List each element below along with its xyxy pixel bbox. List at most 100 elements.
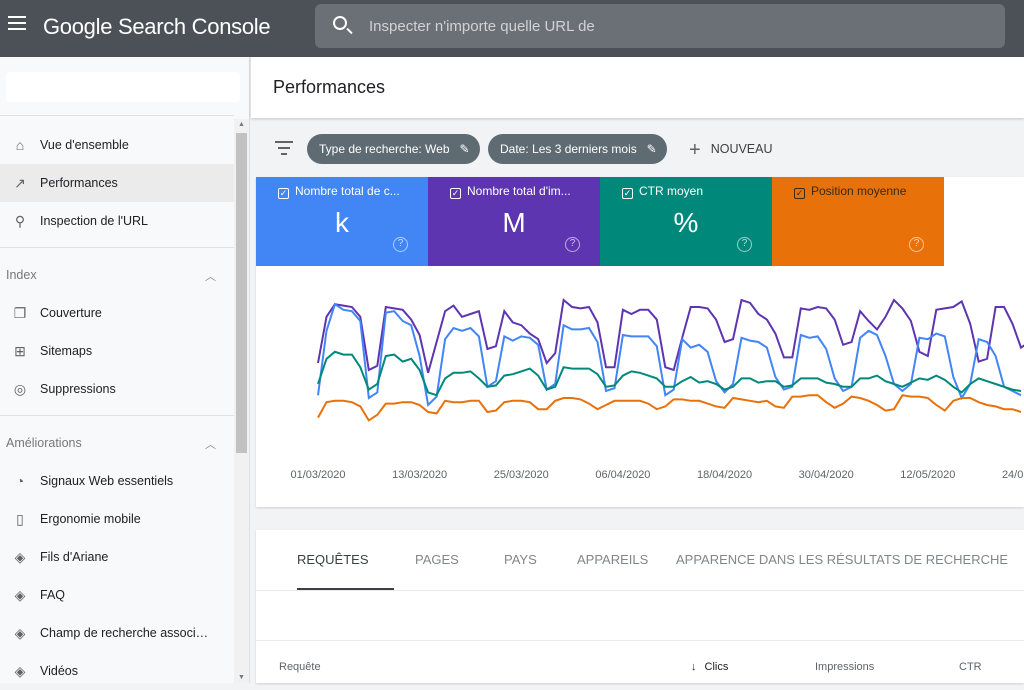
chevron-up-icon[interactable]: ︿: [205, 271, 216, 283]
metric-value: M: [502, 207, 526, 238]
search-input[interactable]: [369, 4, 969, 48]
phone-icon: ▯: [16, 510, 24, 527]
column-header-query[interactable]: Requête: [279, 661, 321, 673]
sidebar-item-sitemaps[interactable]: ⊞ Sitemaps: [0, 332, 234, 370]
help-icon[interactable]: ?: [565, 237, 580, 252]
chip-label: Date: Les 3 derniers mois: [500, 142, 637, 156]
metric-label-text: Nombre total d'im...: [467, 184, 571, 198]
divider: [0, 415, 234, 416]
section-title: Index: [6, 268, 37, 282]
sidebar-scrollbar[interactable]: ▲ ▼: [234, 119, 249, 683]
metric-card[interactable]: ✓ Nombre total de c... k?: [256, 177, 428, 266]
metric-label: ✓ Nombre total d'im...: [450, 184, 571, 199]
tab-2[interactable]: PAYS: [504, 552, 537, 567]
plus-icon: +: [689, 139, 701, 161]
sidebar-item-mobile-usability[interactable]: ▯ Ergonomie mobile: [0, 500, 234, 538]
layers-icon: ◈: [14, 548, 26, 565]
tab-1[interactable]: PAGES: [415, 552, 459, 567]
sitemap-icon: ⊞: [14, 342, 26, 359]
metric-value: k: [335, 207, 349, 238]
help-icon[interactable]: ?: [737, 237, 752, 252]
column-header-impressions[interactable]: Impressions: [815, 661, 875, 673]
x-tick-label: 01/03/2020: [290, 469, 346, 481]
help-icon[interactable]: ?: [909, 237, 924, 252]
divider: [0, 247, 234, 248]
metric-label: ✓ Position moyenne: [794, 184, 906, 199]
x-tick-label: 12/05/2020: [900, 469, 956, 481]
edit-icon: ✎: [646, 142, 657, 156]
sidebar-item-label: Fils d'Ariane: [40, 550, 109, 564]
sidebar-item-videos[interactable]: ◈ Vidéos: [0, 652, 234, 690]
checkbox-icon[interactable]: ✓: [622, 188, 633, 199]
metric-card[interactable]: ✓ Position moyenne?: [772, 177, 944, 266]
sidebar-item-label: Sitemaps: [40, 344, 93, 358]
sidebar-item-faq[interactable]: ◈ FAQ: [0, 576, 234, 614]
metric-card[interactable]: ✓ Nombre total d'im... M?: [428, 177, 600, 266]
metric-label: ✓ Nombre total de c...: [278, 184, 400, 199]
column-header-clicks[interactable]: ↓ Clics: [691, 661, 728, 673]
sidebar-item-label: Inspection de l'URL: [40, 214, 149, 228]
checkbox-icon[interactable]: ✓: [794, 188, 805, 199]
divider: [256, 590, 1024, 591]
filter-bar: Type de recherche: Web ✎ Date: Les 3 dern…: [251, 130, 1024, 170]
scrollbar-thumb[interactable]: [236, 133, 247, 453]
sidebar-item-removals[interactable]: ◎ Suppressions: [0, 370, 234, 408]
sidebar-item-sitelinks-searchbox[interactable]: ◈ Champ de recherche associ…: [0, 614, 234, 652]
metric-card[interactable]: ✓ CTR moyen%?: [600, 177, 772, 266]
filter-icon[interactable]: [275, 141, 293, 159]
search-icon: [333, 16, 347, 30]
edit-icon: ✎: [459, 142, 470, 156]
new-filter-button[interactable]: + NOUVEAU: [689, 134, 773, 164]
sidebar-item-label: FAQ: [40, 588, 66, 602]
sidebar-item-breadcrumbs[interactable]: ◈ Fils d'Ariane: [0, 538, 234, 576]
metric-label: ✓ CTR moyen: [622, 184, 703, 199]
chevron-up-icon[interactable]: ︿: [205, 439, 216, 451]
sidebar-item-label: Signaux Web essentiels: [40, 474, 174, 488]
property-selector[interactable]: [6, 72, 240, 102]
search-icon: ⚲: [14, 212, 26, 229]
sidebar-item-performances[interactable]: ↗ Performances: [0, 164, 234, 202]
scroll-down-icon[interactable]: ▼: [238, 674, 245, 681]
sidebar-item-label: Performances: [40, 176, 118, 190]
series-line-ctr: [317, 350, 1022, 397]
copy-icon: ❐: [13, 304, 27, 321]
sidebar-item-core-web-vitals[interactable]: ◔ Signaux Web essentiels: [0, 462, 234, 500]
sidebar-item-url-inspection[interactable]: ⚲ Inspection de l'URL: [0, 202, 234, 240]
sidebar-item-label: Champ de recherche associ…: [40, 626, 209, 640]
x-tick-label: 30/04/2020: [798, 469, 854, 481]
column-header-ctr[interactable]: CTR: [959, 661, 982, 673]
page-title: Performances: [273, 77, 386, 97]
tab-3[interactable]: APPAREILS: [577, 552, 649, 567]
search-type-filter-chip[interactable]: Type de recherche: Web ✎: [307, 134, 480, 164]
trending-up-icon: ↗: [14, 174, 26, 191]
series-line-position: [317, 394, 1022, 422]
scroll-up-icon[interactable]: ▲: [238, 121, 245, 128]
help-icon[interactable]: ?: [393, 237, 408, 252]
date-filter-chip[interactable]: Date: Les 3 derniers mois ✎: [488, 134, 667, 164]
section-index[interactable]: Index ︿: [6, 268, 216, 283]
metric-label-text: CTR moyen: [639, 184, 704, 198]
layers-icon: ◈: [14, 624, 26, 641]
sidebar-item-label: Vidéos: [40, 664, 78, 678]
divider: [0, 115, 234, 116]
app-logo[interactable]: Google Search Console: [43, 14, 271, 39]
sidebar-item-overview[interactable]: ⌂ Vue d'ensemble: [0, 126, 234, 164]
sidebar-item-coverage[interactable]: ❐ Couverture: [0, 294, 234, 332]
section-enhancements[interactable]: Améliorations ︿: [6, 436, 216, 451]
metric-label-text: Position moyenne: [811, 184, 907, 198]
checkbox-icon[interactable]: ✓: [450, 188, 461, 199]
sidebar-item-label: Ergonomie mobile: [40, 512, 141, 526]
column-header-label: Clics: [704, 661, 729, 673]
menu-icon[interactable]: [8, 16, 26, 30]
checkbox-icon[interactable]: ✓: [278, 188, 289, 199]
sidebar-item-label: Couverture: [40, 306, 102, 320]
performance-line-chart: [317, 298, 1024, 422]
layers-icon: ◈: [14, 586, 26, 603]
x-tick-label: 13/03/2020: [392, 469, 448, 481]
tab-0[interactable]: REQUÊTES: [297, 552, 369, 567]
metric-label-text: Nombre total de c...: [295, 184, 400, 198]
series-line-clics: [317, 302, 1022, 408]
url-inspection-search[interactable]: [315, 4, 1005, 48]
tab-4[interactable]: APPARENCE DANS LES RÉSULTATS DE RECHERCH…: [676, 552, 1009, 567]
series-line-impressions: [317, 298, 1024, 374]
